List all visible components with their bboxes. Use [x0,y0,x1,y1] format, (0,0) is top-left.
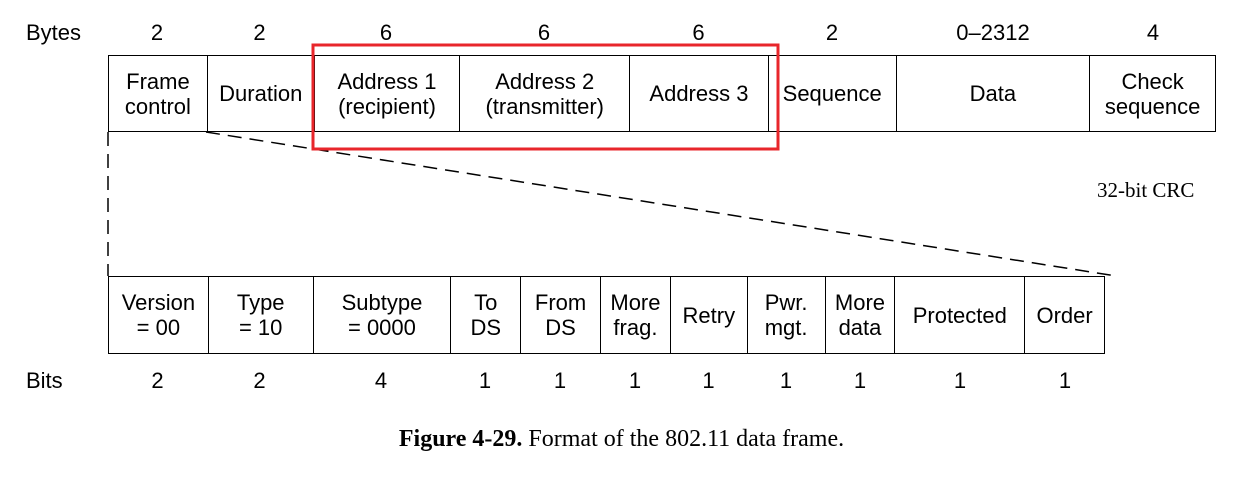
field-from-ds: From DS [520,277,600,353]
frame-control-fields: Version = 00 Type = 10 Subtype = 0000 To DS… [108,276,1105,354]
field-data: Data [895,56,1090,131]
field-size: 2 [253,20,266,45]
field-sequence: Sequence [767,56,896,131]
field-pwr-mgt: Pwr. mgt. [746,277,825,353]
field-address-1-recipient: Address 1 (recipient) [313,56,460,131]
field-size: 2 [253,368,266,393]
field-size: 4 [1146,20,1160,45]
address-fields-highlight [311,43,780,151]
field-size: 6 [537,20,551,45]
field-size: 1 [1058,368,1072,393]
field-size: 2 [150,20,164,45]
field-size: 4 [374,368,388,393]
bytes-label: Bytes [26,20,82,45]
field-address-3: Address 3 [629,56,768,131]
field-duration: Duration [206,56,314,131]
field-more-data: More data [824,277,895,353]
field-size: 1 [553,368,567,393]
figure-caption: Figure 4-29. Format of the 802.11 data f… [0,426,1243,453]
field-address-2-transmitter: Address 2 (transmitter) [459,56,629,131]
field-retry: Retry [669,277,747,353]
field-size: 1 [702,368,715,393]
figure-number: Figure 4-29. [398,426,523,452]
field-size: 1 [628,368,642,393]
field-subtype-0000: Subtype = 0000 [312,277,451,353]
expansion-line-right [205,131,1117,277]
field-order: Order [1024,277,1104,353]
mac-frame-fields: Frame control Duration Address 1 (recipien… [108,55,1216,132]
field-to-ds: To DS [450,277,520,353]
field-size: 6 [692,20,705,45]
field-size: 6 [379,20,393,45]
field-size: 1 [478,368,492,393]
field-size: 2 [151,368,164,393]
field-protected: Protected [894,277,1024,353]
field-version-00: Version = 00 [121,290,196,340]
field-more-frag: More frag. [600,277,670,353]
field-size: 1 [953,368,967,393]
field-size: 2 [825,20,839,45]
field-size: 1 [853,368,867,393]
field-frame-control: Frame control [124,68,191,119]
bits-label: Bits [26,368,63,393]
field-check-sequence: Check sequence [1089,56,1215,131]
field-size: 0–2312 [956,20,1030,45]
field-type-10: Type = 10 [207,277,313,353]
crc-note: 32-bit CRC [1097,178,1195,202]
field-size: 1 [779,368,793,393]
caption-text: Format of the 802.11 data frame. [522,426,845,452]
